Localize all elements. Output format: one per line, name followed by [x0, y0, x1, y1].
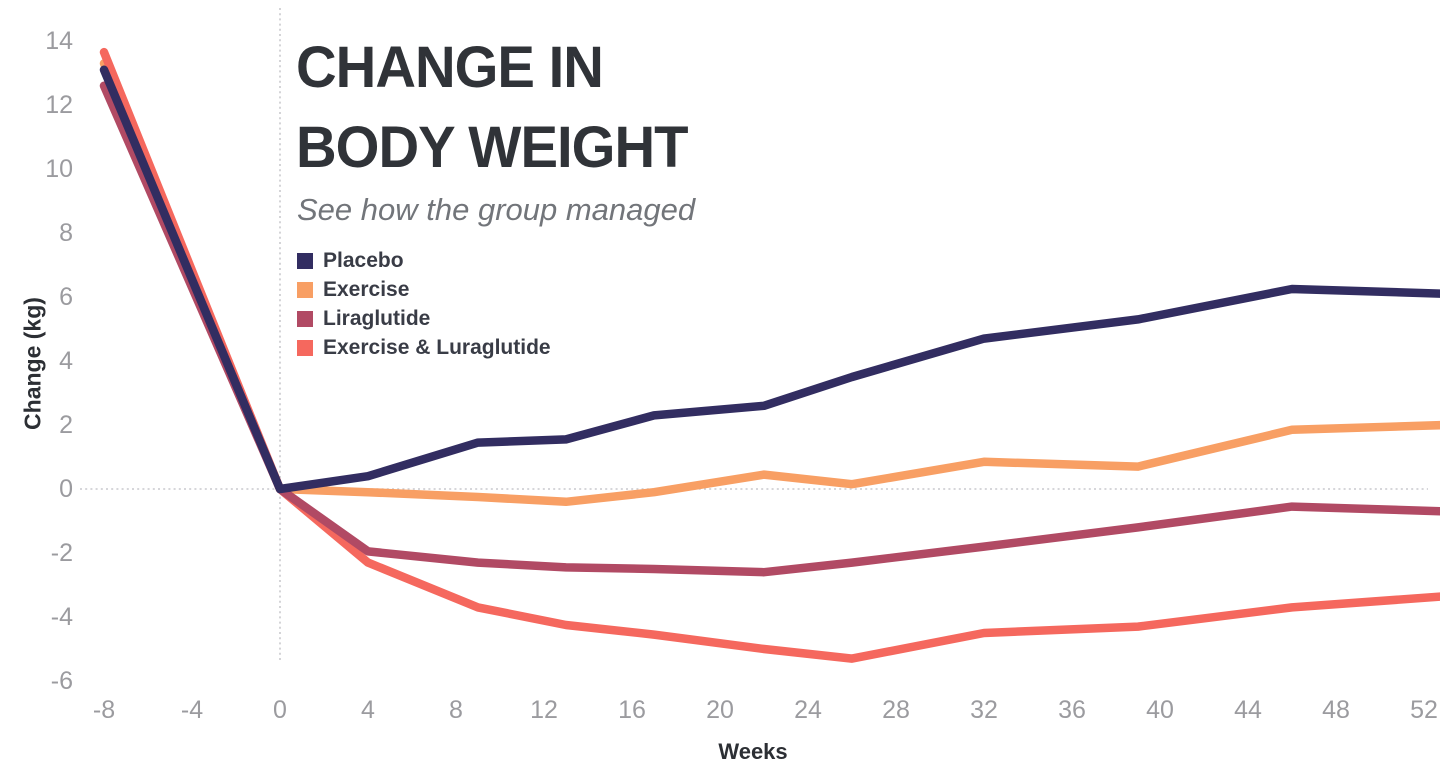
- y-tick-label: -6: [50, 667, 73, 695]
- y-tick-label: 2: [59, 411, 73, 439]
- y-tick-label: 0: [59, 475, 73, 503]
- legend-swatch-liraglutide: [297, 310, 313, 327]
- legend-row-liraglutide: Liraglutide: [297, 304, 551, 333]
- y-tick-label: -2: [50, 539, 73, 567]
- x-axis-title: Weeks: [718, 739, 788, 764]
- x-tick-label: 44: [1234, 696, 1262, 724]
- chart-subtitle: See how the group managed: [297, 192, 696, 227]
- legend-label-exercise-and-luraglutide: Exercise & Luraglutide: [323, 335, 551, 359]
- x-tick-label: 20: [706, 696, 734, 724]
- y-axis-title: Change (kg): [19, 297, 46, 430]
- x-tick-label: 40: [1146, 696, 1174, 724]
- legend-label-liraglutide: Liraglutide: [323, 306, 431, 330]
- x-tick-label: 8: [449, 696, 463, 724]
- y-tick-label: 10: [45, 155, 73, 183]
- x-tick-label: 4: [361, 696, 375, 724]
- legend-label-exercise: Exercise: [323, 277, 410, 301]
- legend-row-exercise: Exercise: [297, 275, 551, 304]
- legend: Placebo Exercise Liraglutide Exercise & Lur…: [297, 246, 551, 362]
- x-tick-label: 0: [273, 696, 287, 724]
- series-line-exercise: [99, 59, 1440, 507]
- chart-title-line2: BODY WEIGHT: [296, 115, 688, 180]
- legend-swatch-exercise: [297, 281, 313, 298]
- x-tick-label: 12: [530, 696, 558, 724]
- chart-title-line1: CHANGE IN: [296, 35, 604, 100]
- series-line-liraglutide: [99, 81, 1440, 577]
- legend-swatch-exercise-and-luraglutide: [297, 339, 313, 356]
- series-line-exercise-and-luraglutide: [99, 47, 1440, 663]
- y-tick-label: 8: [59, 219, 73, 247]
- x-tick-label: -4: [180, 696, 204, 724]
- x-tick-label: 16: [618, 696, 646, 724]
- x-tick-label: 48: [1322, 696, 1350, 724]
- x-tick-label: 32: [970, 696, 998, 724]
- y-tick-label: 14: [45, 27, 73, 55]
- y-tick-label: 12: [45, 91, 73, 119]
- x-tick-label: 36: [1058, 696, 1086, 724]
- x-tick-label: 24: [794, 696, 822, 724]
- y-tick-label: 6: [59, 283, 73, 311]
- legend-row-exercise-and-luraglutide: Exercise & Luraglutide: [297, 333, 551, 362]
- series-line-placebo: [99, 65, 1440, 494]
- x-tick-label: -8: [92, 696, 116, 724]
- legend-row-placebo: Placebo: [297, 246, 551, 275]
- legend-label-placebo: Placebo: [323, 248, 404, 272]
- x-tick-label: 28: [882, 696, 910, 724]
- chart-title: CHANGE IN BODY WEIGHT: [296, 28, 700, 188]
- legend-swatch-placebo: [297, 252, 313, 269]
- y-tick-label: -4: [50, 603, 73, 631]
- y-tick-label: 4: [59, 347, 73, 375]
- x-tick-label: 52: [1410, 696, 1438, 724]
